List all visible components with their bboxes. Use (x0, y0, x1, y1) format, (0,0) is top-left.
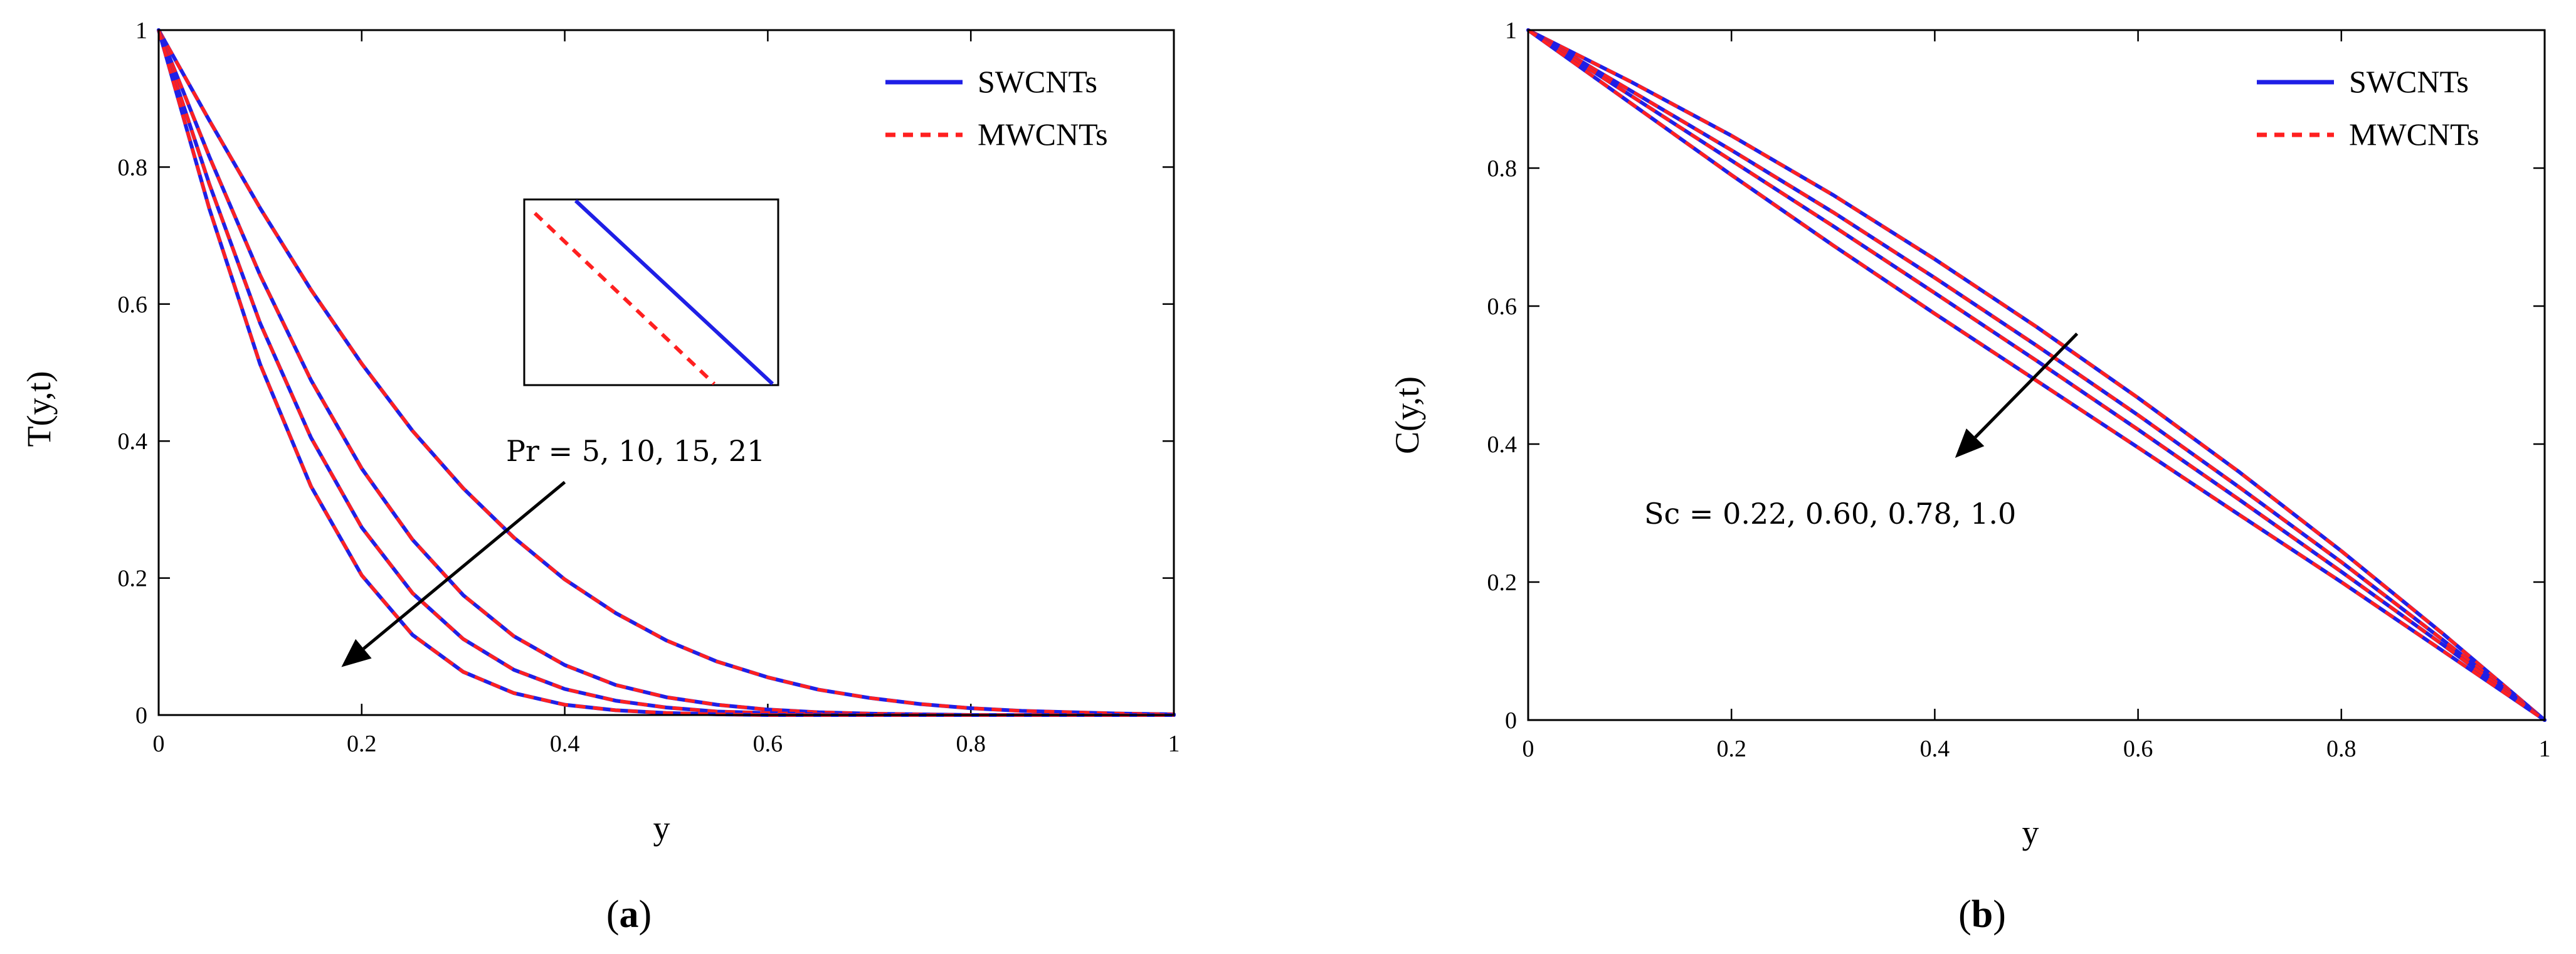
y-tick-label: 1 (135, 18, 147, 44)
x-tick-label: 1 (2539, 736, 2551, 762)
x-tick-label: 0.8 (956, 731, 986, 757)
y-tick-label: 0.4 (1487, 432, 1518, 458)
panel-a-tick-labels: 0 0.2 0.4 0.6 0.8 1 0 0.2 0.4 0.6 0.8 1 (118, 18, 1180, 757)
x-tick-label: 0 (153, 731, 165, 757)
panel-b-curves (1526, 28, 2547, 722)
legend-mwcnt-label: MWCNTs (2349, 117, 2479, 152)
panel-b-label: (b) (1958, 893, 2006, 936)
inset-mwcnt-line (533, 211, 716, 386)
y-tick-label: 0.8 (118, 154, 148, 181)
y-tick-label: 0 (135, 702, 147, 729)
x-tick-label: 0 (1523, 736, 1534, 762)
panel-b-legend: SWCNTs MWCNTs (2257, 64, 2479, 152)
x-tick-label: 0.6 (2123, 736, 2153, 762)
panel-a-axes-frame (157, 29, 1175, 716)
panel-a-y-axis-title: T(y,t) (20, 371, 58, 447)
panel-b-axes-frame (1527, 29, 2546, 721)
panel-a-arrow-head (341, 639, 372, 667)
x-tick-label: 1 (1168, 731, 1180, 757)
y-tick-label: 0.4 (118, 428, 148, 455)
panel-b-letter: b (1972, 893, 1993, 936)
panel-a-letter: a (620, 893, 639, 936)
inset-frame (523, 198, 779, 386)
y-tick-label: 0.6 (1487, 294, 1518, 320)
panel-b-arrow-line (1974, 332, 2079, 438)
mwcnt-curve-2 (1527, 28, 2546, 722)
panel-b-tick-labels: 0 0.2 0.4 0.6 0.8 1 0 0.2 0.4 0.6 0.8 1 (1487, 18, 2551, 762)
mwcnt-curve-4 (1527, 28, 2546, 722)
panel-a-label: (a) (606, 893, 652, 936)
legend-mwcnt-label: MWCNTs (978, 117, 1108, 152)
x-tick-label: 0.6 (753, 731, 783, 757)
panel-b-annotation: Sc = 0.22, 0.60, 0.78, 1.0 (1644, 497, 2016, 531)
y-tick-label: 0.8 (1487, 156, 1518, 182)
panel-a-annotation: Pr = 5, 10, 15, 21 (506, 434, 765, 468)
panel-a-legend: SWCNTs MWCNTs (885, 64, 1108, 152)
x-tick-label: 0.4 (550, 731, 580, 757)
panel-a-arrow-line (362, 480, 566, 650)
y-tick-label: 0.2 (118, 566, 148, 592)
mwcnt-curve-1 (1527, 28, 2546, 722)
x-tick-label: 0.2 (1716, 736, 1746, 762)
panel-b-arrow-head (1955, 428, 1985, 458)
x-tick-label: 0.4 (1920, 736, 1950, 762)
legend-swcnt-label: SWCNTs (2349, 64, 2469, 99)
y-tick-label: 0 (1505, 708, 1517, 734)
x-tick-label: 0.8 (2326, 736, 2357, 762)
y-tick-label: 1 (1505, 18, 1517, 44)
legend-swcnt-label: SWCNTs (978, 64, 1097, 99)
panel-a-x-axis-title: y (653, 809, 670, 847)
panel-a: 0 0.2 0.4 0.6 0.8 1 0 0.2 0.4 0.6 0.8 1 SWCNTs MWCN… (20, 18, 1180, 936)
swcnt-curve-1 (157, 28, 1176, 716)
y-tick-label: 0.2 (1487, 570, 1518, 596)
x-tick-label: 0.2 (347, 731, 377, 757)
inset-swcnt-line (574, 199, 774, 386)
mwcnt-curve-3 (1527, 28, 2546, 722)
panel-b-x-axis-title: y (2022, 814, 2039, 851)
panel-b-y-axis-title: C(y,t) (1388, 376, 1426, 454)
panel-a-inset (523, 198, 779, 386)
panel-b: 0 0.2 0.4 0.6 0.8 1 0 0.2 0.4 0.6 0.8 1 SWCNTs MWCN… (1388, 18, 2551, 936)
y-tick-label: 0.6 (118, 292, 148, 318)
